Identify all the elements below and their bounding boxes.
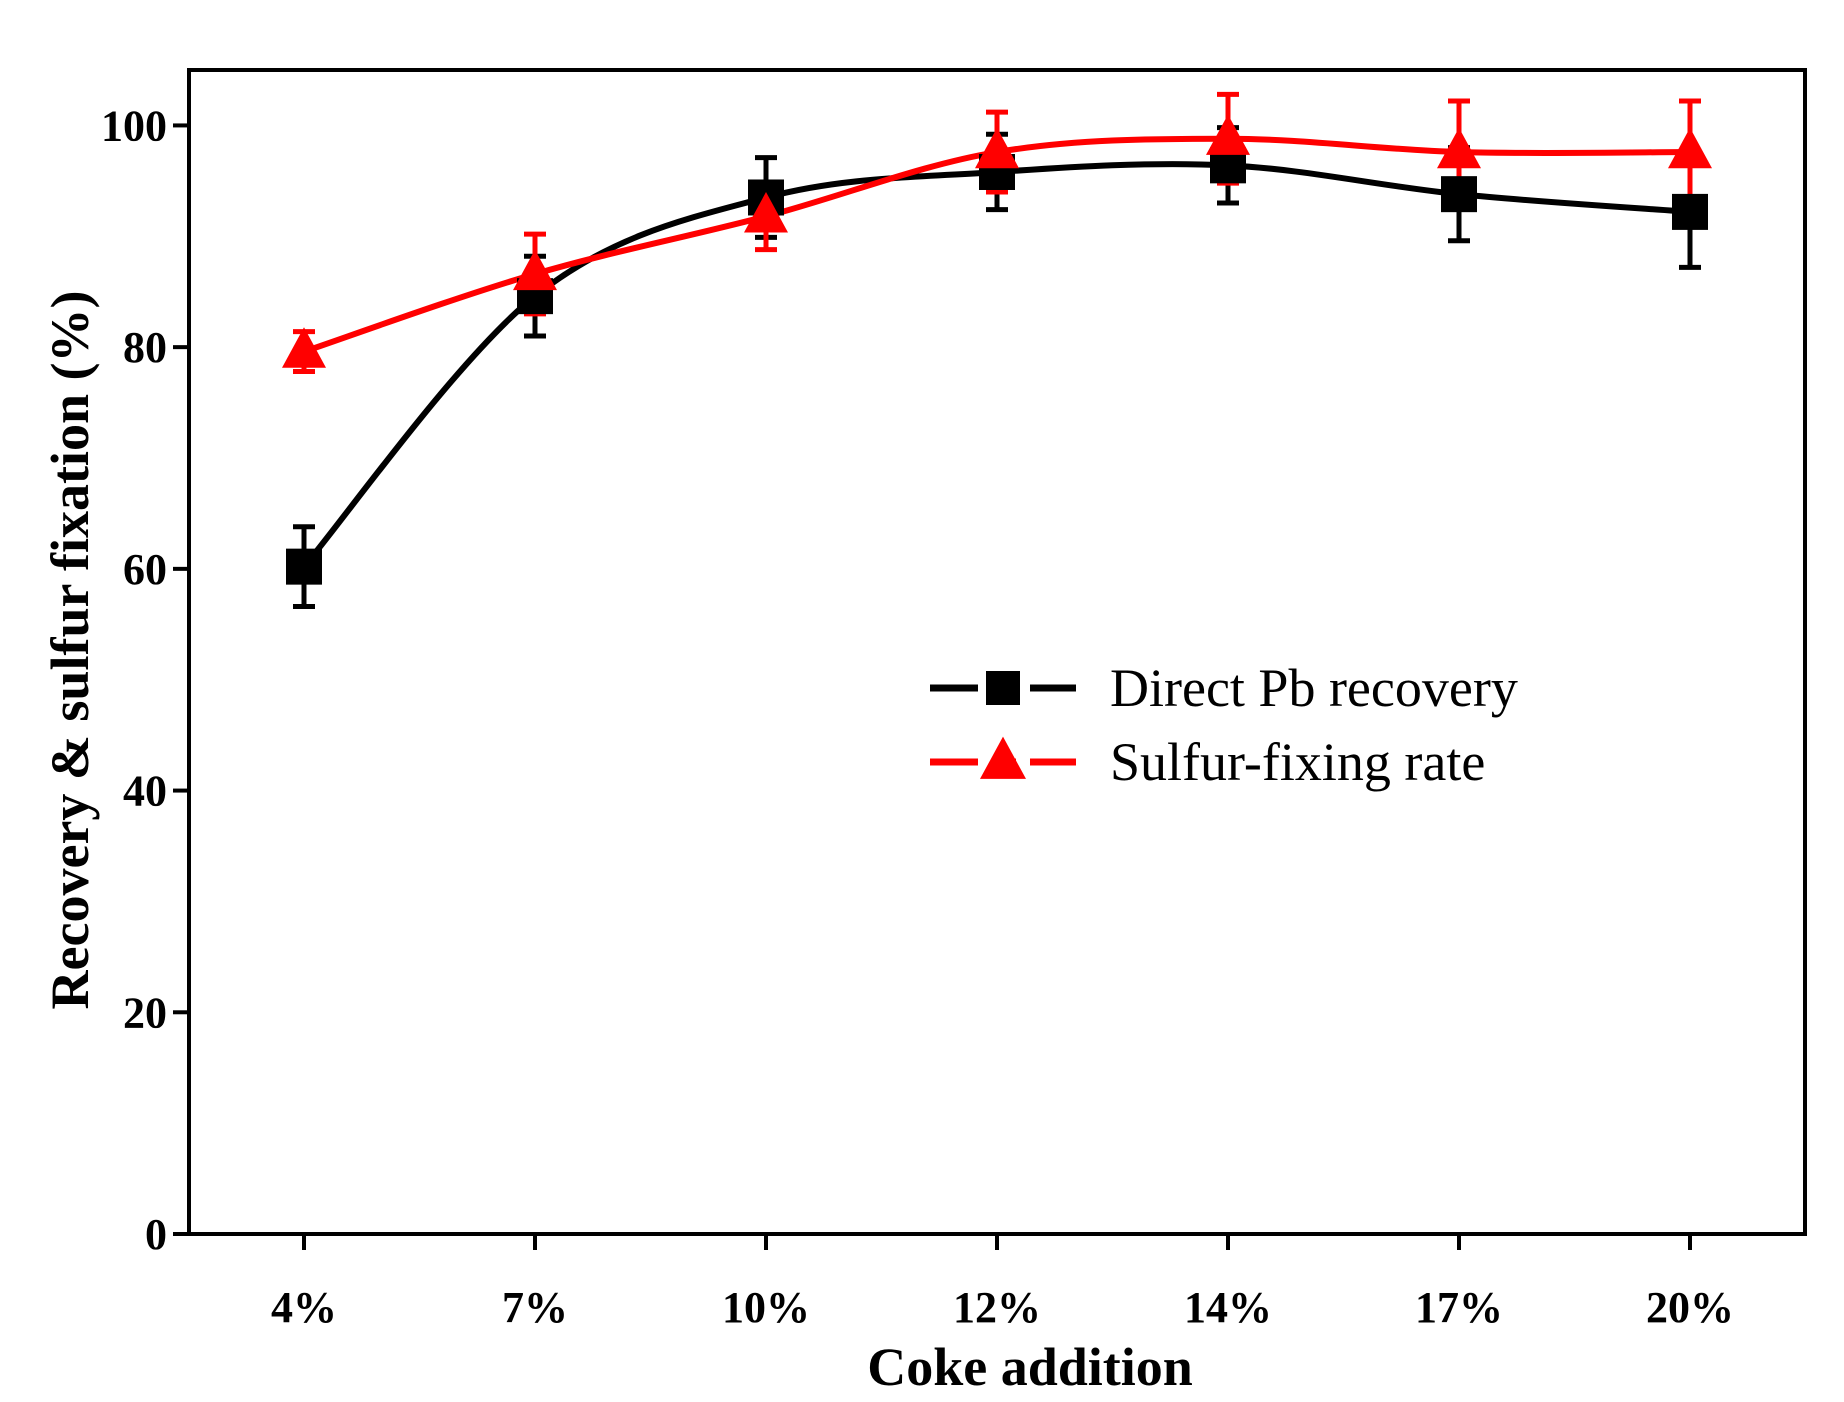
data-point-triangle xyxy=(282,327,326,368)
y-tick-label: 60 xyxy=(123,545,167,594)
data-point-triangle xyxy=(744,192,788,233)
y-axis-title: Recovery & sulfur fixation (%) xyxy=(40,291,100,1010)
data-point-square xyxy=(286,548,322,585)
y-tick-label: 0 xyxy=(145,1210,167,1259)
x-axis-title: Coke addition xyxy=(867,1337,1193,1397)
x-tick-label: 20% xyxy=(1646,1283,1734,1332)
x-tick-label: 10% xyxy=(722,1283,810,1332)
data-point-square xyxy=(1441,176,1477,213)
y-tick-label: 80 xyxy=(123,323,167,372)
legend-label: Direct Pb recovery xyxy=(1110,658,1518,718)
data-point-triangle xyxy=(1206,114,1250,155)
data-point-square xyxy=(1672,193,1708,230)
x-tick-label: 14% xyxy=(1184,1283,1272,1332)
x-tick-label: 12% xyxy=(953,1283,1041,1332)
y-axis-ticks: 0 20 40 60 80 100 xyxy=(101,101,189,1259)
legend-label: Sulfur-fixing rate xyxy=(1110,732,1485,792)
legend-marker-square xyxy=(986,671,1020,705)
x-axis-ticks: 4% 7% 10% 12% 14% 17% 20% xyxy=(271,1234,1734,1332)
x-tick-label: 4% xyxy=(271,1283,337,1332)
y-tick-label: 100 xyxy=(101,101,167,150)
data-point-triangle xyxy=(1437,127,1481,169)
x-tick-label: 7% xyxy=(502,1283,568,1332)
data-point-triangle xyxy=(975,127,1019,169)
series-markers xyxy=(282,114,1712,585)
series-line-0 xyxy=(301,161,1691,569)
x-tick-label: 17% xyxy=(1415,1283,1503,1332)
y-tick-label: 20 xyxy=(123,988,167,1037)
data-point-triangle xyxy=(513,249,557,291)
plot-frame xyxy=(187,68,1807,1236)
legend-marker-triangle xyxy=(980,736,1026,779)
data-point-triangle xyxy=(1668,127,1712,169)
y-tick-label: 40 xyxy=(123,767,167,816)
legend: Direct Pb recovery Sulfur-fixing rate xyxy=(930,658,1518,792)
